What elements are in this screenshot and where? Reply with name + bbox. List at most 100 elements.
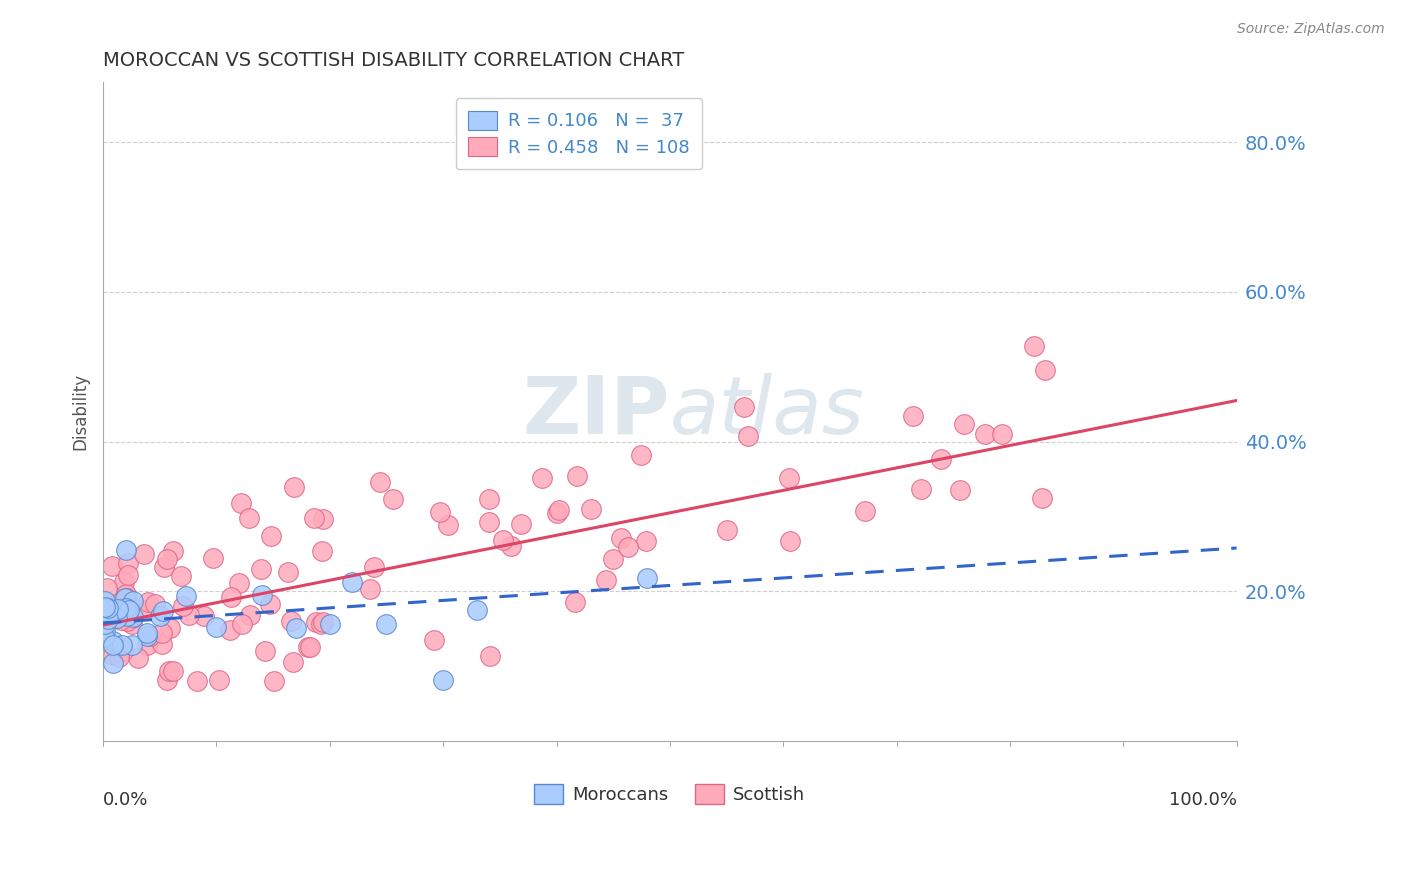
Point — [1031, 491, 1053, 506]
Point — [991, 427, 1014, 442]
Point — [134, 547, 156, 561]
Point — [117, 567, 139, 582]
Point — [737, 429, 759, 443]
Point — [122, 609, 145, 624]
Point — [186, 674, 208, 689]
Point — [118, 603, 141, 617]
Point — [107, 649, 129, 664]
Point — [101, 648, 124, 663]
Point — [359, 582, 381, 596]
Point — [150, 626, 173, 640]
Point — [115, 542, 138, 557]
Point — [281, 655, 304, 669]
Point — [121, 611, 143, 625]
Point — [107, 611, 129, 625]
Point — [115, 614, 138, 628]
Point — [610, 532, 633, 546]
Point — [93, 599, 115, 614]
Y-axis label: Disability: Disability — [72, 373, 89, 450]
Point — [501, 539, 523, 553]
Point — [429, 505, 451, 519]
Point — [250, 588, 273, 602]
Point — [595, 574, 617, 588]
Point — [492, 533, 515, 547]
Point — [94, 617, 117, 632]
Point — [363, 560, 385, 574]
Point — [97, 600, 120, 615]
Point — [260, 529, 283, 543]
Point — [432, 673, 454, 687]
Point — [478, 491, 501, 506]
Point — [602, 551, 624, 566]
Point — [201, 550, 224, 565]
Point — [465, 603, 488, 617]
Point — [150, 637, 173, 651]
Point — [634, 534, 657, 549]
Point — [94, 624, 117, 638]
Point — [98, 604, 121, 618]
Point — [302, 511, 325, 525]
Point — [974, 426, 997, 441]
Point — [284, 622, 307, 636]
Point — [174, 589, 197, 603]
Point — [115, 587, 138, 601]
Point — [259, 597, 281, 611]
Point — [94, 607, 117, 621]
Text: ZIP: ZIP — [523, 373, 669, 450]
Point — [778, 471, 800, 485]
Point — [312, 615, 335, 629]
Point — [733, 400, 755, 414]
Point — [127, 651, 149, 665]
Point — [1033, 363, 1056, 377]
Point — [93, 594, 115, 608]
Point — [716, 523, 738, 537]
Point — [546, 506, 568, 520]
Point — [96, 612, 118, 626]
Point — [238, 511, 260, 525]
Text: 0.0%: 0.0% — [103, 790, 149, 808]
Point — [239, 607, 262, 622]
Point — [136, 626, 159, 640]
Point — [159, 621, 181, 635]
Point — [179, 608, 201, 623]
Text: 100.0%: 100.0% — [1168, 790, 1236, 808]
Point — [1024, 338, 1046, 352]
Point — [311, 544, 333, 558]
Point — [228, 576, 250, 591]
Point — [112, 575, 135, 590]
Point — [253, 644, 276, 658]
Point — [564, 595, 586, 609]
Point — [136, 595, 159, 609]
Text: MOROCCAN VS SCOTTISH DISABILITY CORRELATION CHART: MOROCCAN VS SCOTTISH DISABILITY CORRELAT… — [103, 51, 685, 70]
Text: Source: ZipAtlas.com: Source: ZipAtlas.com — [1237, 22, 1385, 37]
Point — [953, 417, 976, 431]
Point — [143, 597, 166, 611]
Point — [96, 581, 118, 595]
Point — [110, 613, 132, 627]
Point — [548, 503, 571, 517]
Point — [112, 644, 135, 658]
Point — [910, 483, 932, 497]
Point — [100, 558, 122, 573]
Point — [115, 601, 138, 615]
Point — [779, 534, 801, 549]
Point — [149, 608, 172, 623]
Point — [297, 640, 319, 654]
Point — [219, 591, 242, 605]
Point — [901, 409, 924, 423]
Point — [117, 556, 139, 570]
Point — [94, 609, 117, 624]
Point — [636, 571, 658, 585]
Point — [101, 634, 124, 648]
Point — [231, 617, 253, 632]
Point — [250, 562, 273, 576]
Point — [630, 448, 652, 462]
Point — [368, 475, 391, 489]
Point — [104, 607, 127, 621]
Point — [565, 469, 588, 483]
Point — [122, 594, 145, 608]
Point — [949, 483, 972, 497]
Point — [479, 649, 502, 664]
Point — [219, 624, 242, 638]
Point — [96, 610, 118, 624]
